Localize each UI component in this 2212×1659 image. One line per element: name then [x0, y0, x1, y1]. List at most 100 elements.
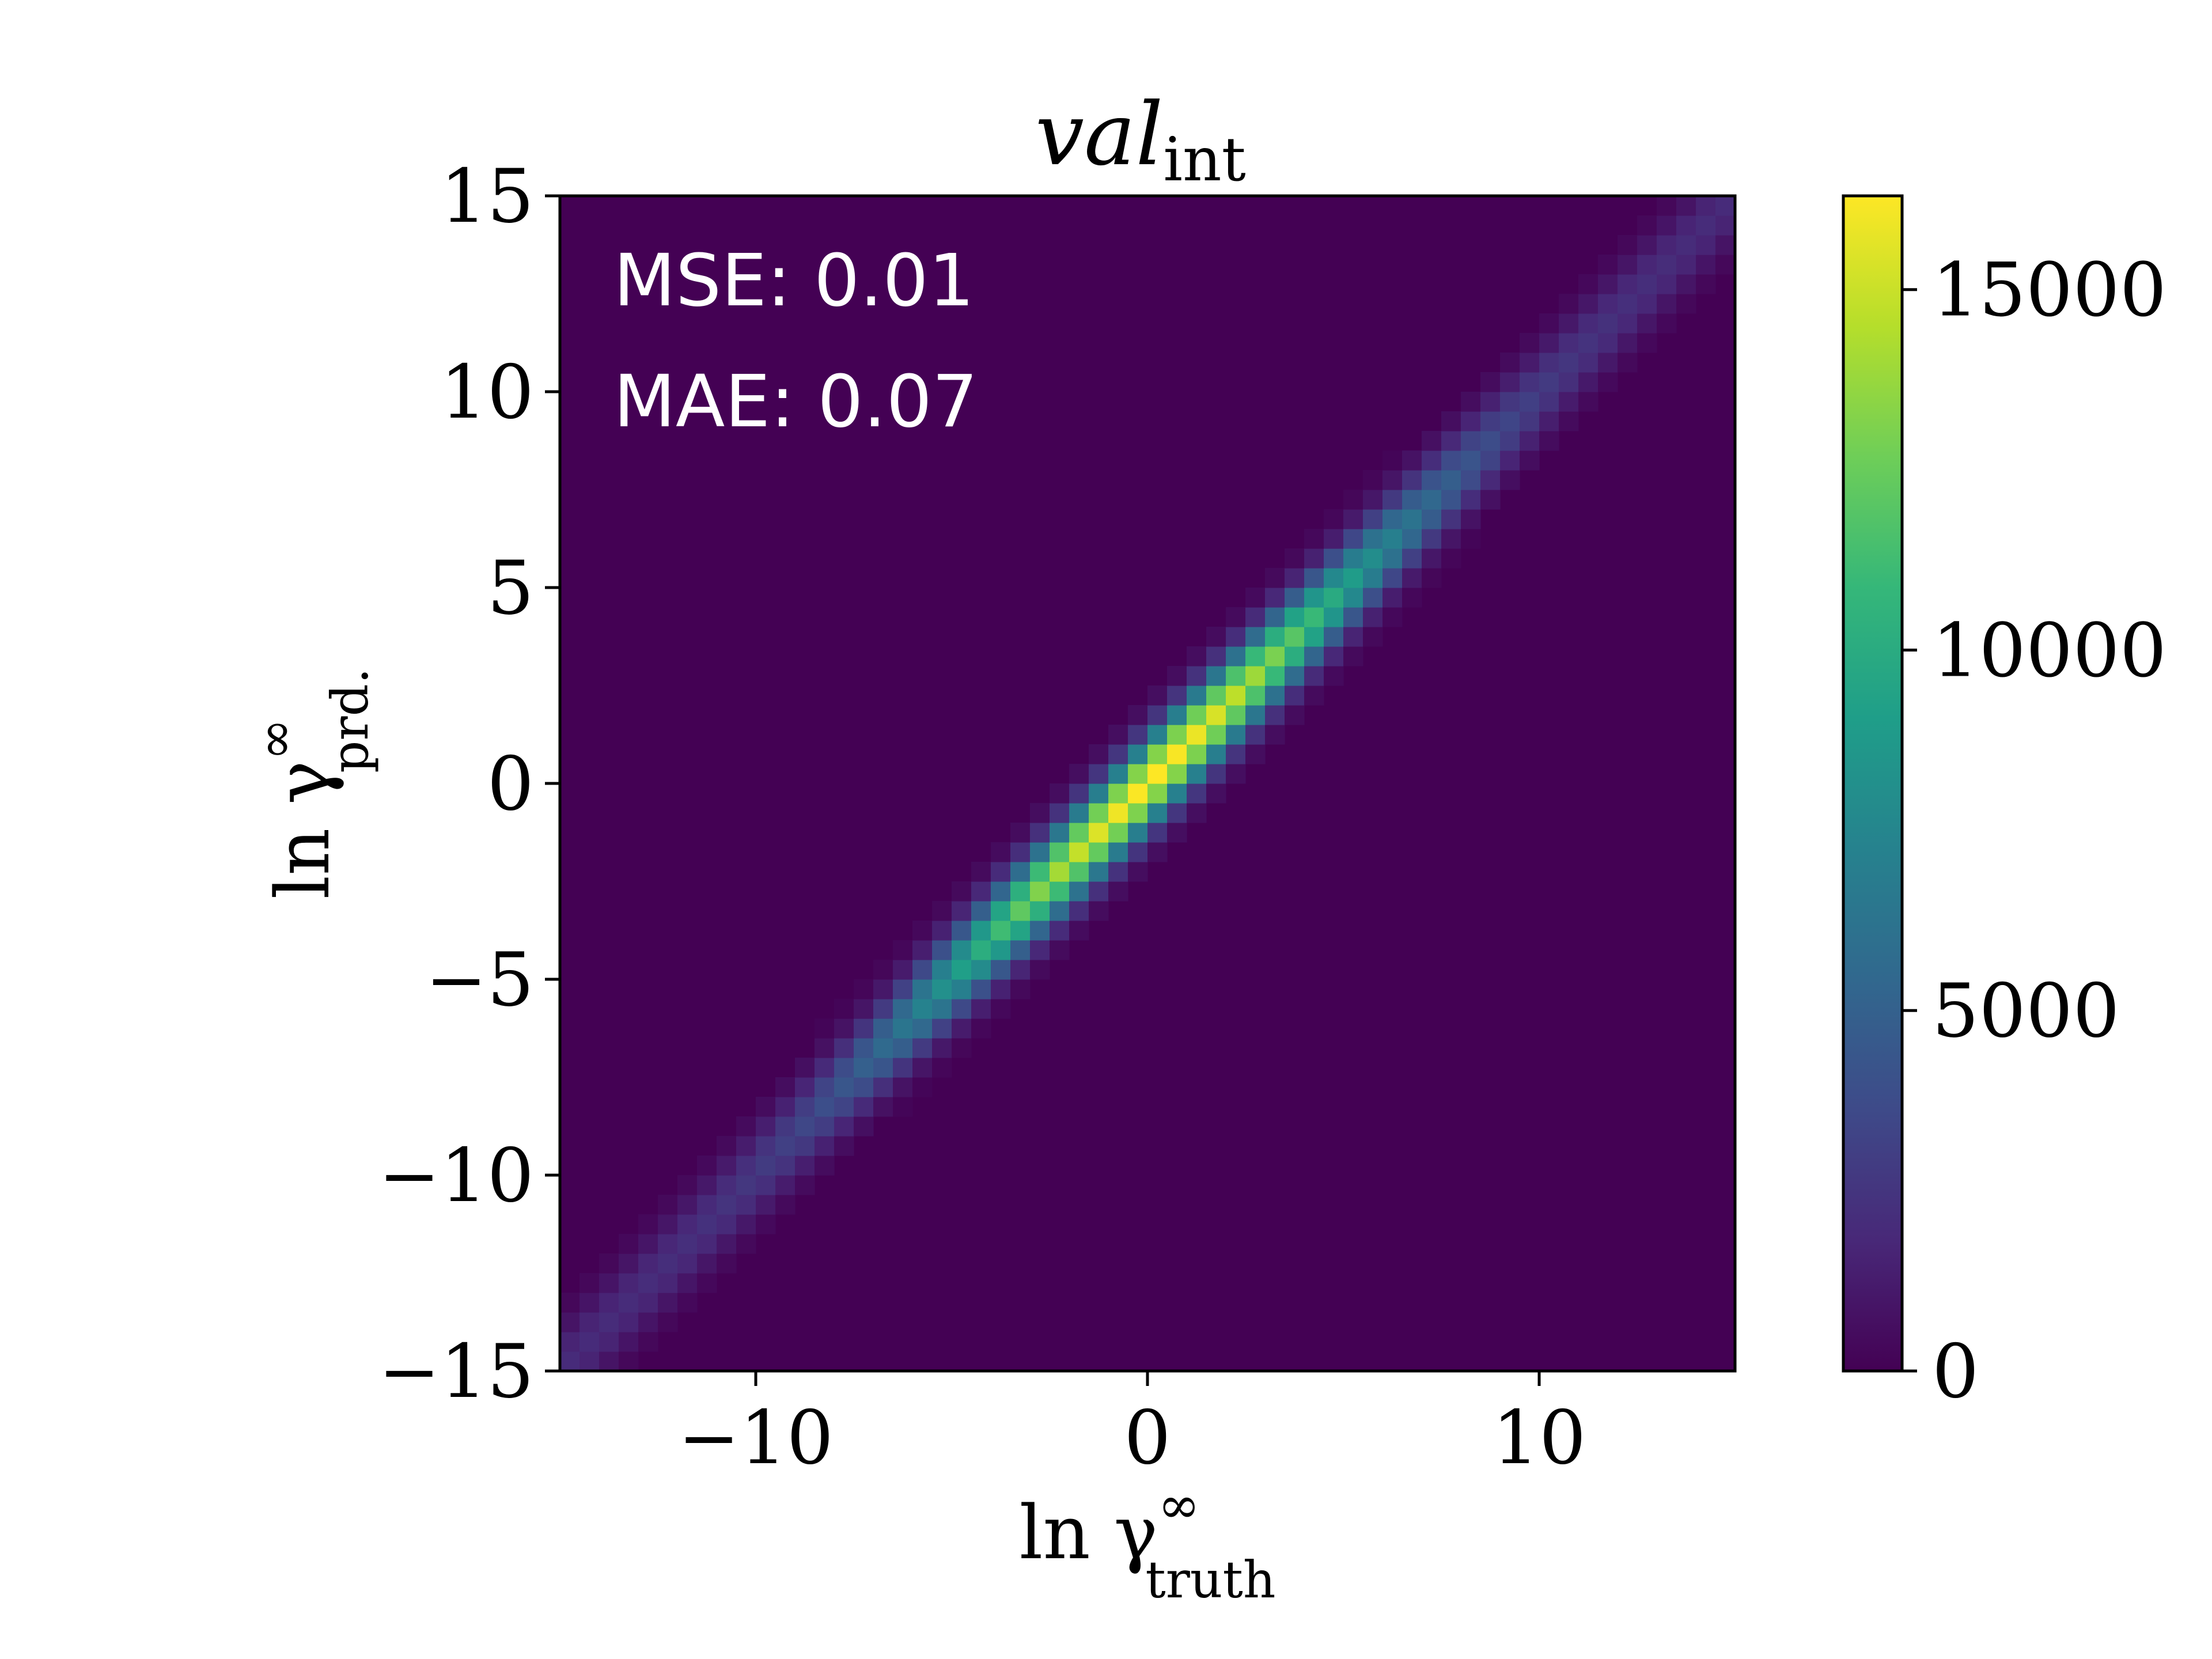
heatmap-cell: [1618, 294, 1638, 314]
heatmap-cell: [619, 1293, 639, 1313]
heatmap-cell: [912, 999, 933, 1019]
heatmap-cell: [1304, 685, 1324, 706]
heatmap-cell: [1128, 705, 1148, 725]
heatmap-cell: [1324, 607, 1344, 627]
heatmap-cell: [1206, 627, 1226, 647]
heatmap-cell: [1206, 725, 1226, 745]
colorbar-tick-label: 15000: [1932, 248, 2166, 334]
heatmap-cell: [1265, 627, 1285, 647]
heatmap-cell: [599, 1253, 619, 1274]
heatmap-cell: [1520, 353, 1540, 373]
heatmap-cell: [1382, 568, 1403, 588]
heatmap-cell: [1285, 568, 1305, 588]
heatmap-cell: [1598, 372, 1618, 392]
heatmap-cell: [1422, 490, 1442, 510]
heatmap-cell: [991, 921, 1011, 941]
heatmap-cell: [1657, 235, 1677, 255]
heatmap-cell: [1696, 215, 1716, 236]
heatmap-cell: [1069, 823, 1089, 843]
heatmap-cell: [1520, 372, 1540, 392]
heatmap-cell: [1324, 588, 1344, 608]
heatmap-cell: [932, 960, 952, 980]
y-tick-label: 5: [487, 546, 534, 631]
heatmap-cell: [1598, 274, 1618, 294]
heatmap-cell: [638, 1293, 658, 1313]
heatmap-cell: [1167, 685, 1187, 706]
heatmap-cell: [1226, 627, 1246, 647]
heatmap-cell: [893, 999, 913, 1019]
heatmap-cell: [638, 1273, 658, 1293]
heatmap-cell: [1578, 294, 1599, 314]
heatmap-cell: [1226, 685, 1246, 706]
heatmap-cell: [1559, 411, 1579, 431]
heatmap-cell: [971, 940, 991, 960]
heatmap-cell: [1265, 725, 1285, 745]
heatmap-cell: [1676, 196, 1696, 216]
heatmap-cell: [952, 881, 972, 902]
heatmap-cell: [756, 1214, 776, 1234]
heatmap-cell: [560, 1351, 580, 1372]
heatmap-cell: [1030, 960, 1050, 980]
heatmap-cell: [1089, 764, 1109, 784]
heatmap-cell: [1265, 568, 1285, 588]
heatmap-cell: [1422, 529, 1442, 549]
heatmap-cell: [1010, 842, 1031, 862]
heatmap-cell: [1578, 313, 1599, 334]
heatmap-cell: [1206, 783, 1226, 804]
heatmap-cell: [1618, 353, 1638, 373]
heatmap-cell: [1187, 725, 1207, 745]
heatmap-cell: [717, 1253, 737, 1274]
heatmap-cell: [1128, 783, 1148, 804]
heatmap-cell: [677, 1293, 698, 1313]
heatmap-cell: [697, 1156, 717, 1176]
heatmap-cell: [971, 979, 991, 999]
heatmap-cell: [1422, 548, 1442, 569]
heatmap-cell: [932, 999, 952, 1019]
heatmap-cell: [1050, 881, 1070, 902]
heatmap-cell: [1559, 333, 1579, 353]
heatmap-cell: [1245, 607, 1266, 627]
heatmap-cell: [1382, 588, 1403, 608]
heatmap-cell: [697, 1195, 717, 1215]
heatmap-cell: [1245, 627, 1266, 647]
heatmap-cell: [834, 1038, 854, 1058]
heatmap-cell: [1363, 568, 1383, 588]
heatmap-cell: [619, 1234, 639, 1254]
heatmap-cell: [736, 1156, 756, 1176]
heatmap-cell: [1696, 196, 1716, 216]
heatmap-cell: [1089, 842, 1109, 862]
heatmap-cell: [1637, 215, 1657, 236]
heatmap-cell: [1285, 705, 1305, 725]
heatmap-cell: [1128, 803, 1148, 823]
heatmap-cell: [1285, 607, 1305, 627]
heatmap-cell: [1637, 255, 1657, 275]
heatmap-cell: [952, 921, 972, 941]
heatmap-cell: [658, 1253, 678, 1274]
heatmap-cell: [1324, 509, 1344, 529]
heatmap-cell: [815, 1038, 835, 1058]
heatmap-cell: [599, 1273, 619, 1293]
heatmap-cell: [638, 1332, 658, 1352]
heatmap-cell: [1304, 548, 1324, 569]
heatmap-cell: [1363, 588, 1383, 608]
heatmap-cell: [1402, 529, 1422, 549]
heatmap-cell: [893, 1097, 913, 1117]
heatmap-cell: [1520, 392, 1540, 412]
heatmap-cell: [1637, 294, 1657, 314]
heatmap-cell: [1559, 313, 1579, 334]
heatmap-cell: [1030, 842, 1050, 862]
heatmap-cell: [971, 960, 991, 980]
heatmap-cell: [1010, 921, 1031, 941]
heatmap-cell: [560, 1332, 580, 1352]
heatmap-cell: [717, 1234, 737, 1254]
heatmap-cell: [1382, 529, 1403, 549]
heatmap-cell: [834, 1058, 854, 1078]
heatmap-cell: [1500, 450, 1520, 471]
heatmap-cell: [775, 1156, 796, 1176]
heatmap-cell: [834, 1018, 854, 1039]
heatmap-cell: [834, 1097, 854, 1117]
heatmap-cell: [952, 940, 972, 960]
heatmap-cell: [775, 1116, 796, 1137]
heatmap-cell: [834, 1077, 854, 1097]
colorbar-ticks: 0 5000 10000 15000: [1902, 248, 2166, 1415]
